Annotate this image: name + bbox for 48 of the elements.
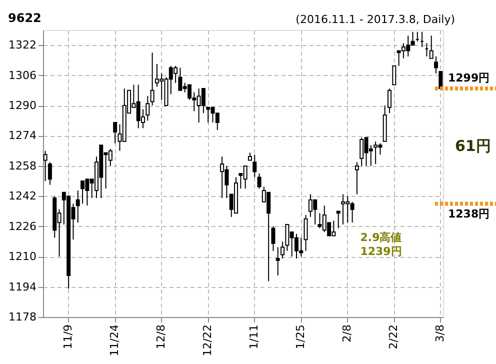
candlestick [252,154,257,178]
candlestick [374,140,378,165]
x-tick-label: 11/9 [62,324,75,350]
candlestick [113,122,118,144]
x-tick-label: 12/8 [154,324,168,350]
annotation: 2.9高値 1239円 [360,231,402,258]
candlestick [48,162,52,186]
y-tick-label: 1306 [8,68,36,82]
candlestick [220,156,224,199]
y-tick-label: 1242 [8,190,36,203]
candlestick [150,52,154,106]
candlestick [304,214,308,252]
candlestick [76,190,80,224]
candlestick [80,180,85,204]
candlestick [146,96,150,122]
candlestick [257,173,262,190]
candlestick [392,65,396,86]
x-tick-label: 1/11 [248,324,261,350]
y-tick-label: 1226 [8,220,36,233]
y-tick-label: 1258 [8,159,36,172]
candlestick [336,210,340,229]
candlestick [201,88,206,114]
candlestick [429,35,434,59]
x-tick-label: 12/22 [201,324,214,356]
text: 61円 [455,137,491,156]
x-tick-label: 11/24 [108,324,122,356]
y-tick-label: 1194 [8,280,36,294]
y-tick-label: 1290 [8,99,36,112]
candlestick [280,240,285,259]
candlestick [354,162,359,195]
x-tick-label: 3/8 [434,324,447,342]
y-tick-label: 1178 [8,310,36,324]
y-tick-label: 1210 [8,250,36,264]
y-tick-label: 1322 [8,38,36,52]
chart-subtitle: (2016.11.1 - 2017.3.8, Daily) [296,13,455,26]
x-tick-label: 2/22 [387,324,400,350]
candlestick [271,226,276,252]
candlestick [388,88,392,114]
candlestick [276,246,280,276]
candlestick [108,148,112,166]
candlestick [434,56,438,74]
y-tick-label: 1274 [8,129,36,142]
chart-title: 9622 [8,11,42,25]
x-tick-label: 2/8 [340,324,354,342]
ref-line-label: 1238円 [448,208,490,221]
ref-line-label: 1299円 [448,72,490,85]
x-tick-label: 1/25 [294,324,308,350]
candlestick [43,150,48,182]
